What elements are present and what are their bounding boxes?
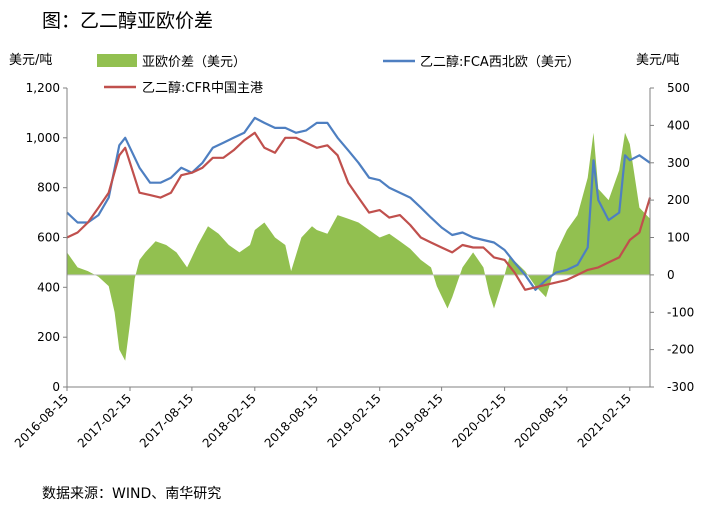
x-tick-label: 2021-02-15 <box>575 391 634 450</box>
series-area-spread <box>67 132 650 361</box>
series-line-fca <box>66 116 651 291</box>
left-axis-unit: 美元/吨 <box>9 53 52 68</box>
x-tick-label: 2018-08-15 <box>262 391 321 450</box>
x-tick-label: 2016-08-15 <box>12 391 71 450</box>
left-tick-label: 0 <box>52 380 60 394</box>
right-tick-label: 500 <box>667 81 690 95</box>
x-tick-label: 2018-02-15 <box>200 391 259 450</box>
data-source-note: 数据来源：WIND、南华研究 <box>42 486 222 502</box>
left-tick-label: 400 <box>37 280 60 294</box>
right-tick-label: 200 <box>667 193 690 207</box>
x-tick-label: 2017-08-15 <box>137 391 196 450</box>
price-lines-layer <box>66 116 652 291</box>
right-tick-label: -200 <box>667 343 694 357</box>
right-axis-unit: 美元/吨 <box>636 53 679 68</box>
right-tick-label: 300 <box>667 156 690 170</box>
right-tick-label: 100 <box>667 231 690 245</box>
spread-area-layer <box>67 132 650 361</box>
x-tick-label: 2017-02-15 <box>75 391 134 450</box>
legend-label-fca: 乙二醇:FCA西北欧（美元） <box>420 54 580 70</box>
left-tick-label: 800 <box>37 181 60 195</box>
x-tick-label: 2020-08-15 <box>512 391 571 450</box>
chart-title: 图：乙二醇亚欧价差 <box>42 10 214 32</box>
left-tick-label: 1,200 <box>26 81 60 95</box>
right-tick-label: 0 <box>667 268 675 282</box>
left-tick-label: 600 <box>37 231 60 245</box>
x-tick-label: 2020-02-15 <box>450 391 509 450</box>
x-tick-label: 2019-08-15 <box>387 391 446 450</box>
legend-label-spread: 亚欧价差（美元） <box>142 55 246 70</box>
x-tick-label: 2019-02-15 <box>325 391 384 450</box>
legend-label-cfr: 乙二醇:CFR中国主港 <box>142 80 263 96</box>
right-tick-label: -100 <box>667 305 694 319</box>
legend: 亚欧价差（美元） 乙二醇:FCA西北欧（美元） 乙二醇:CFR中国主港 <box>97 54 580 96</box>
left-tick-label: 1,000 <box>26 131 60 145</box>
left-tick-label: 200 <box>37 330 60 344</box>
right-tick-label: -300 <box>667 380 694 394</box>
right-tick-label: 400 <box>667 118 690 132</box>
series-line-cfr <box>66 131 652 291</box>
legend-swatch-spread <box>97 54 137 67</box>
